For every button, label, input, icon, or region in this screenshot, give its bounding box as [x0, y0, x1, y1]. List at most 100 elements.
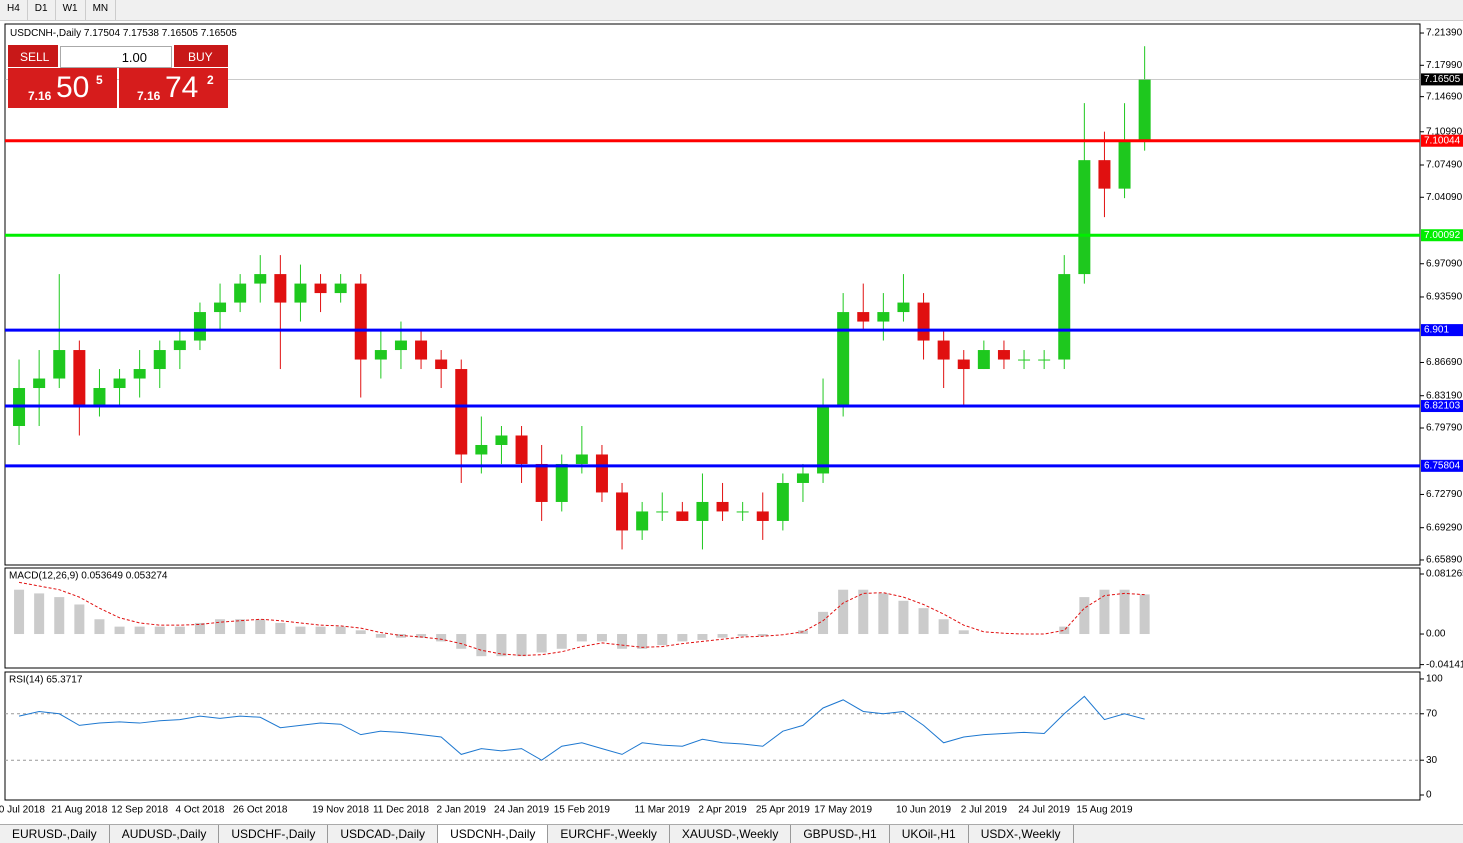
- level-label: 6.901: [1424, 325, 1449, 336]
- y-tick-label: 30: [1426, 755, 1438, 766]
- y-tick-label: 6.72790: [1426, 489, 1463, 500]
- y-tick-label: 6.86690: [1426, 357, 1463, 368]
- sell-price[interactable]: 7.16 50 5: [8, 68, 117, 108]
- macd-bar: [556, 634, 567, 649]
- level-label: 6.82103: [1424, 401, 1461, 412]
- macd-bar: [476, 634, 487, 657]
- candle-body: [314, 283, 327, 294]
- macd-bar: [677, 634, 688, 642]
- candle-body: [394, 340, 407, 351]
- candle-body: [515, 435, 528, 464]
- price-label-bg: [1421, 73, 1463, 86]
- low: 7.16505: [162, 28, 199, 39]
- symbol-tab[interactable]: XAUUSD-,Weekly: [670, 825, 792, 843]
- macd-bar: [375, 634, 386, 638]
- y-tick-label: 6.83190: [1426, 390, 1463, 401]
- level-label-bg: [1421, 229, 1463, 242]
- candle-body: [495, 435, 508, 445]
- x-tick-label: 21 Aug 2018: [51, 805, 108, 816]
- candle-body: [53, 350, 66, 379]
- candle-body: [897, 302, 910, 313]
- macd-bar: [838, 589, 849, 635]
- x-tick-label: 24 Jan 2019: [494, 805, 549, 816]
- lot-field[interactable]: 1.00: [60, 46, 172, 68]
- macd-bar: [858, 589, 869, 635]
- symbol-tabs: EURUSD-,Daily AUDUSD-,Daily USDCHF-,Daily U…: [0, 824, 1463, 843]
- y-tick-label: 70: [1426, 708, 1438, 719]
- candle-body: [636, 511, 649, 531]
- macd-bar: [918, 608, 929, 635]
- high: 7.17538: [123, 28, 160, 39]
- macd-bar: [1079, 597, 1090, 635]
- indicator-title: RSI(14) 65.3717: [9, 675, 83, 686]
- symbol-tab[interactable]: GBPUSD-,H1: [791, 825, 890, 843]
- timeframe-button[interactable]: MN: [86, 0, 117, 20]
- y-tick-label: 7.14690: [1426, 91, 1463, 102]
- buy-price[interactable]: 7.16 74 2: [119, 68, 228, 108]
- candle-body: [133, 369, 146, 379]
- symbol-tab[interactable]: USDCHF-,Daily: [219, 825, 329, 843]
- x-tick-label: 10 Jun 2019: [896, 805, 951, 816]
- candle-body: [334, 283, 347, 294]
- panel-frame: [4, 567, 1421, 669]
- symbol-tab[interactable]: USDCAD-,Daily: [328, 825, 439, 843]
- panel-frame: [4, 23, 1421, 566]
- y-tick-label: 100: [1426, 674, 1443, 685]
- symbol-tab[interactable]: USDX-,Weekly: [969, 825, 1074, 843]
- macd-bar: [416, 634, 427, 638]
- macd-bar: [516, 634, 527, 657]
- symbol-tab[interactable]: EURUSD-,Daily: [0, 825, 110, 843]
- symbol-tab[interactable]: UKOil-,H1: [890, 825, 969, 843]
- timeframe-button[interactable]: H4: [0, 0, 28, 20]
- macd-bar: [174, 626, 185, 635]
- level-label: 6.75804: [1424, 460, 1461, 471]
- macd-bar: [898, 600, 909, 635]
- y-tick-label: 7.07490: [1426, 160, 1463, 171]
- x-tick-label: 30 Jul 2018: [0, 805, 45, 816]
- macd-bar: [154, 626, 165, 635]
- open: 7.17504: [84, 28, 121, 39]
- macd-bar: [94, 619, 105, 635]
- candle-body: [957, 359, 970, 370]
- macd-bar: [657, 634, 668, 646]
- y-tick-label: 7.04090: [1426, 192, 1463, 203]
- sell-label: SELL: [20, 50, 50, 64]
- timeframe-button[interactable]: W1: [56, 0, 86, 20]
- candle-body: [1078, 160, 1091, 275]
- buy-button[interactable]: BUY: [174, 45, 228, 67]
- level-label-bg: [1421, 134, 1463, 147]
- current-price-label: 7.16505: [1424, 74, 1461, 85]
- candle-body: [274, 274, 287, 303]
- macd-bar: [1119, 589, 1130, 635]
- x-tick-label: 26 Oct 2018: [233, 805, 288, 816]
- candle-body: [415, 340, 428, 360]
- macd-bar: [496, 634, 507, 657]
- timeframe-bar: H4 D1 W1 MN: [0, 0, 1463, 21]
- macd-bar: [576, 634, 587, 642]
- candle-body: [193, 312, 206, 341]
- macd-bar: [596, 634, 607, 642]
- price-fraction: 5: [96, 73, 103, 87]
- timeframe-button[interactable]: D1: [28, 0, 56, 20]
- candle-body: [455, 369, 468, 455]
- x-tick-label: 11 Mar 2019: [635, 805, 691, 816]
- price-pips: 50: [56, 71, 90, 104]
- macd-bar: [1099, 589, 1110, 635]
- sell-button[interactable]: SELL: [8, 45, 58, 67]
- symbol-tab[interactable]: AUDUSD-,Daily: [110, 825, 220, 843]
- y-tick-label: 6.97090: [1426, 258, 1463, 269]
- macd-bar: [456, 634, 467, 649]
- macd-bar: [14, 589, 25, 635]
- candle-body: [254, 274, 267, 284]
- y-tick-label: 7.21390: [1426, 28, 1463, 39]
- candle-body: [656, 511, 669, 513]
- symbol-header: USDCNH-,Daily 7.17504 7.17538 7.16505 7.…: [10, 28, 237, 39]
- macd-bar: [54, 597, 65, 635]
- candle-body: [937, 340, 950, 360]
- symbol-tab[interactable]: USDCNH-,Daily: [438, 825, 549, 843]
- symbol-tab[interactable]: EURCHF-,Weekly: [548, 825, 670, 843]
- macd-bar: [818, 611, 829, 635]
- candle-body: [1058, 274, 1071, 360]
- macd-bar: [255, 619, 266, 635]
